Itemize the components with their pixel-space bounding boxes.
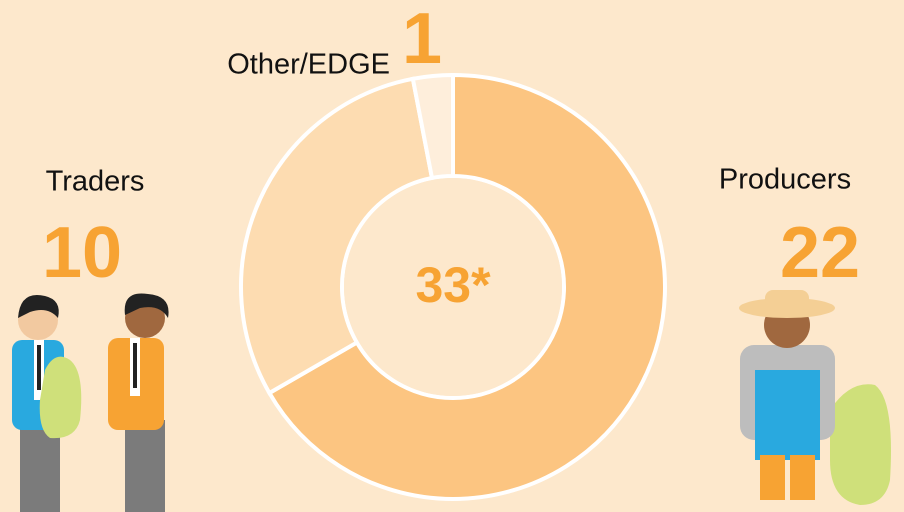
value-label: 22 (780, 213, 860, 293)
chart: 33* Producers 22 Traders 10 Other/EDGE 1 (0, 0, 904, 512)
category-label: Other/EDGE (227, 49, 390, 81)
category-label: Traders (46, 166, 145, 198)
page: 33*Producers22Traders10Other/EDGE1 (() =… (0, 0, 904, 512)
center-label: 33* (415, 257, 491, 313)
value-label: 10 (42, 213, 122, 293)
category-label: Producers (719, 164, 851, 196)
value-label: 1 (402, 0, 442, 79)
